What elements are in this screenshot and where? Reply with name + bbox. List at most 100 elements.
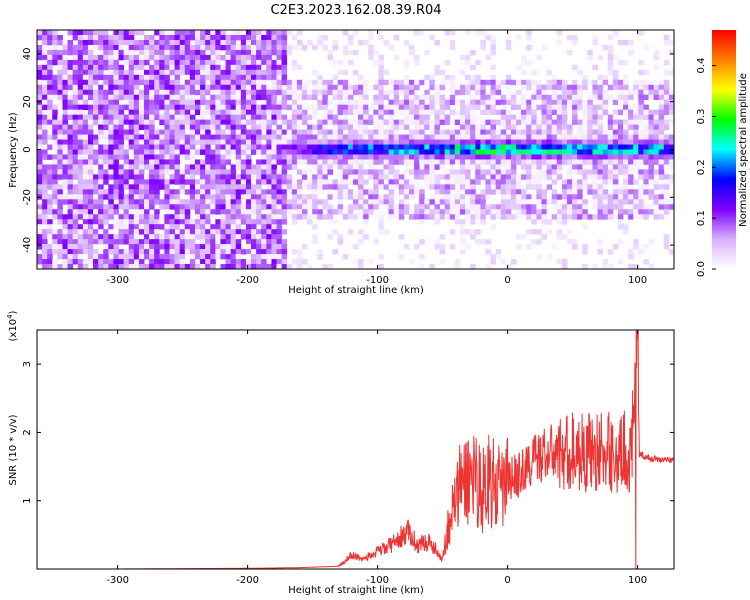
heatmap-cell [633,134,639,140]
heatmap-cell [541,194,547,200]
heatmap-cell [587,119,593,126]
heatmap-cell [57,154,63,160]
heatmap-cell [434,154,440,160]
heatmap-cell [612,84,619,91]
heatmap-cell [607,119,614,126]
heatmap-cell [220,194,226,200]
heatmap-cell [266,69,272,76]
heatmap-cell [154,49,160,56]
heatmap-cell [536,119,542,126]
heatmap-cell [516,189,522,195]
heatmap-cell [230,234,237,240]
heatmap-cell [113,39,119,46]
heatmap-cell [271,89,277,96]
heatmap-cell [82,54,89,61]
heatmap-cell [597,204,604,210]
heatmap-cell [286,154,293,160]
heatmap-cell [245,214,252,220]
heatmap-cell [449,84,456,91]
heatmap-cell [169,199,175,205]
heatmap-cell [490,174,497,180]
heatmap-cell [245,49,252,56]
heatmap-cell [108,39,114,46]
heatmap-cell [256,89,262,96]
heatmap-cell [470,184,476,190]
heatmap-cell [495,89,502,96]
heatmap-cell [358,259,364,265]
heatmap-cell [281,194,288,200]
heatmap-cell [154,89,160,96]
heatmap-cell [42,59,48,66]
heatmap-cell [118,259,125,265]
heatmap-cell [301,104,308,111]
heatmap-cell [42,244,48,250]
heatmap-cell [414,124,420,130]
heatmap-cell [210,239,216,245]
heatmap-cell [82,189,89,195]
heatmap-cell [286,184,293,190]
heatmap-cell [536,144,542,150]
heatmap-cell [108,144,114,150]
heatmap-cell [281,114,288,121]
heatmap-cell [638,199,644,205]
heatmap-cell [174,49,181,56]
heatmap-cell [251,129,257,135]
heatmap-cell [271,254,277,260]
heatmap-cell [123,184,130,190]
heatmap-cell [98,259,104,265]
heatmap-cell [37,224,43,230]
heatmap-cell [582,129,588,135]
heatmap-cell [449,169,456,175]
heatmap-cell [271,199,277,205]
heatmap-cell [597,139,604,145]
heatmap-cell [220,164,226,170]
heatmap-cell [179,204,186,210]
heatmap-cell [459,144,466,150]
heatmap-cell [393,134,400,140]
heatmap-cell [577,89,583,96]
heatmap-cell [459,164,466,170]
heatmap-cell [419,134,425,140]
heatmap-cell [144,89,150,96]
heatmap-cell [424,49,430,56]
heatmap-cell [317,84,323,91]
heatmap-cell [93,174,99,180]
heatmap-cell [449,44,456,51]
heatmap-cell [128,139,135,145]
heatmap-cell [266,74,272,81]
heatmap-cell [383,199,390,205]
heatmap-cell [572,189,578,195]
heatmap-cell [256,244,262,250]
heatmap-cell [531,174,537,180]
heatmap-cell [628,169,634,175]
heatmap-cell [541,94,547,101]
heatmap-cell [123,114,130,121]
heatmap-cell [536,84,542,91]
heatmap-cell [459,149,466,155]
heatmap-cell [200,54,206,61]
heatmap-cell [159,109,165,116]
heatmap-cell [230,239,237,245]
heatmap-cell [368,114,374,121]
heatmap-cell [57,64,63,71]
heatmap-cell [77,124,84,130]
heatmap-cell [633,199,639,205]
heatmap-cell [668,69,674,76]
heatmap-cell [566,49,573,56]
heatmap-cell [296,259,303,265]
heatmap-cell [169,39,175,46]
heatmap-cell [133,109,140,116]
heatmap-cell [526,209,532,215]
heatmap-cell [424,79,430,86]
heatmap-cell [123,259,130,265]
heatmap-cell [607,179,614,185]
heatmap-cell [164,164,170,170]
heatmap-cell [475,84,481,91]
heatmap-cell [444,129,451,135]
heatmap-cell [449,89,456,96]
heatmap-cell [429,34,435,41]
heatmap-cell [159,224,165,230]
heatmap-cell [480,159,486,165]
heatmap-cell [531,139,537,145]
heatmap-cell [184,30,191,36]
